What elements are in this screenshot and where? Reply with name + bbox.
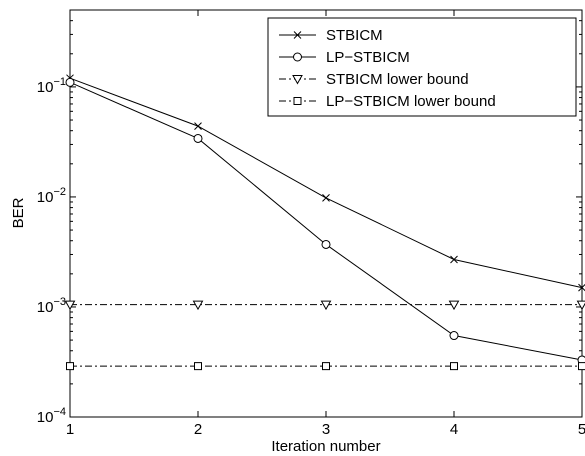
- legend-item: LP−STBICM lower bound: [279, 93, 496, 110]
- x-marker: [322, 194, 330, 202]
- legend-item: STBICM: [279, 27, 383, 44]
- triangle-marker: [576, 300, 585, 311]
- series: [64, 300, 585, 311]
- x-tick-label: 4: [450, 421, 458, 438]
- y-tick-label: 10−2: [37, 186, 66, 206]
- legend-box: [267, 17, 577, 117]
- series: [65, 77, 585, 365]
- square-marker: [66, 362, 74, 371]
- square-marker: [293, 97, 302, 105]
- x-marker: [450, 255, 458, 264]
- x-marker: [194, 122, 202, 130]
- triangle-marker: [448, 300, 460, 311]
- legend-label: LP−STBICM lower bound: [326, 93, 496, 110]
- square-marker: [578, 362, 585, 371]
- circle-marker: [321, 239, 331, 249]
- series-layer: [64, 74, 585, 371]
- x-tick-label: 5: [578, 421, 585, 438]
- circle-marker: [193, 133, 203, 143]
- legend: STBICM LP−STBICM STBICM lower bound LP−STBI…: [267, 17, 577, 117]
- circle-marker: [65, 77, 75, 87]
- triangle-marker: [320, 300, 332, 311]
- triangle-marker: [64, 300, 76, 311]
- y-tick-label: 10−3: [37, 296, 66, 316]
- series: [66, 362, 585, 371]
- y-tick-label: 10−4: [37, 406, 66, 426]
- legend-label: LP−STBICM: [326, 49, 410, 66]
- x-marker: [293, 31, 302, 39]
- legend-label: STBICM: [326, 27, 383, 44]
- x-axis-label: Iteration number: [271, 438, 380, 455]
- triangle-marker: [192, 300, 204, 311]
- x-tick-label: 1: [66, 421, 74, 438]
- circle-marker: [293, 52, 302, 62]
- circle-marker: [449, 331, 459, 341]
- legend-item: STBICM lower bound: [279, 71, 469, 88]
- square-marker: [194, 362, 202, 371]
- square-marker: [322, 362, 330, 371]
- y-tick-label: 10−1: [37, 76, 66, 96]
- x-marker: [578, 283, 585, 292]
- y-axis-label: BER: [10, 197, 27, 228]
- x-tick-label: 2: [194, 421, 202, 438]
- legend-label: STBICM lower bound: [326, 71, 469, 88]
- x-tick-label: 3: [322, 421, 330, 438]
- axis-ticks: 1 2 3 4 5 10−1 10−2 10−3 10−4: [37, 10, 585, 438]
- triangle-marker: [292, 75, 303, 85]
- legend-item: LP−STBICM: [279, 49, 410, 66]
- square-marker: [450, 362, 458, 371]
